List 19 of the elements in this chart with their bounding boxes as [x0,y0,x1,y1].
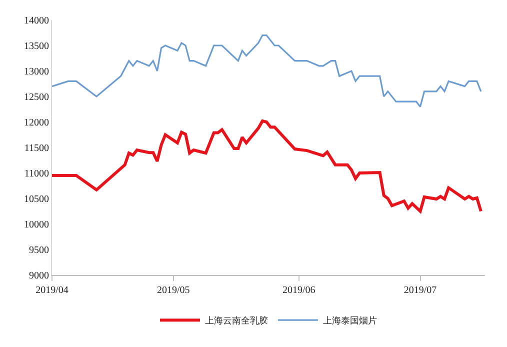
line-series [52,119,482,213]
line-series [52,34,482,108]
y-tick-label: 13500 [24,41,49,52]
y-tick-label: 9000 [29,270,49,282]
y-tick-label: 9500 [29,245,49,256]
y-tick-label: 10000 [24,220,49,230]
legend-label: 上海云南全乳胶 [205,316,268,327]
x-tick-label: 2019/05 [157,285,190,296]
y-tick-label: 13000 [24,66,49,78]
y-tick-label: 14000 [24,16,49,26]
legend-label: 上海泰国烟片 [323,316,377,327]
x-tick-label: 2019/06 [282,285,316,296]
y-tick-label: 12500 [24,92,49,103]
x-tick-label: 2019/07 [404,285,437,296]
x-tick-label: 2019/04 [36,285,68,296]
y-tick-label: 11000 [24,168,49,180]
y-tick-label: 12000 [24,118,49,128]
y-tick-label: 10500 [24,194,49,205]
y-tick-label: 11500 [24,143,49,154]
